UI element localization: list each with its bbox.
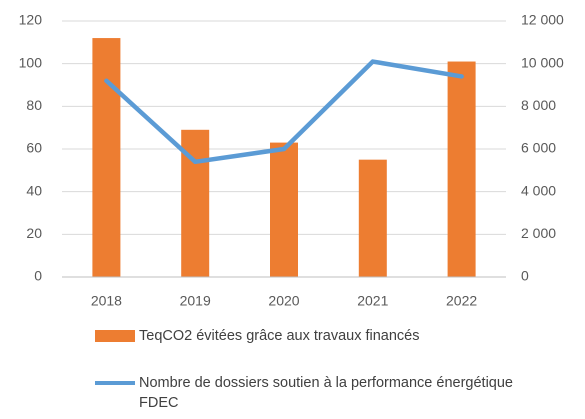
y-tick-label: 0	[34, 268, 42, 284]
legend-label: TeqCO2 évitées grâce aux travaux financé…	[139, 328, 420, 344]
plot: 0 20 40 60 80 100 120 0 2 000 4 000 6 000 8 000 10 0…	[19, 12, 564, 309]
y2-tick-label: 2 000	[521, 225, 556, 241]
bar	[447, 61, 476, 278]
y2-tick-label: 8 000	[521, 97, 556, 113]
y2-tick-label: 10 000	[521, 54, 564, 70]
bar	[92, 38, 121, 277]
x-tick-label: 2021	[357, 293, 388, 309]
y2-tick-label: 0	[521, 268, 529, 284]
y-tick-label: 40	[26, 182, 42, 198]
y-tick-label: 80	[26, 97, 42, 113]
legend-swatch	[95, 330, 135, 342]
legend-item: TeqCO2 évitées grâce aux travaux financé…	[95, 326, 419, 346]
y-tick-label: 100	[19, 54, 43, 70]
x-tick-label: 2020	[268, 293, 299, 309]
bar	[270, 142, 298, 277]
x-tick-label: 2019	[180, 293, 211, 309]
x-tick-label: 2022	[446, 293, 477, 309]
legend-swatch	[95, 381, 135, 385]
bar	[358, 159, 387, 277]
line	[104, 59, 464, 165]
legend-item: Nombre de dossiers soutien à la performa…	[95, 373, 535, 413]
legend-label: Nombre de dossiers soutien à la performa…	[139, 375, 513, 411]
y-tick-label: 20	[26, 225, 42, 241]
y-tick-label: 60	[26, 140, 42, 156]
y2-tick-label: 12 000	[521, 12, 564, 28]
y2-tick-label: 4 000	[521, 182, 556, 198]
y2-tick-label: 6 000	[521, 140, 556, 156]
x-tick-label: 2018	[91, 293, 122, 309]
y-tick-label: 120	[19, 12, 43, 28]
